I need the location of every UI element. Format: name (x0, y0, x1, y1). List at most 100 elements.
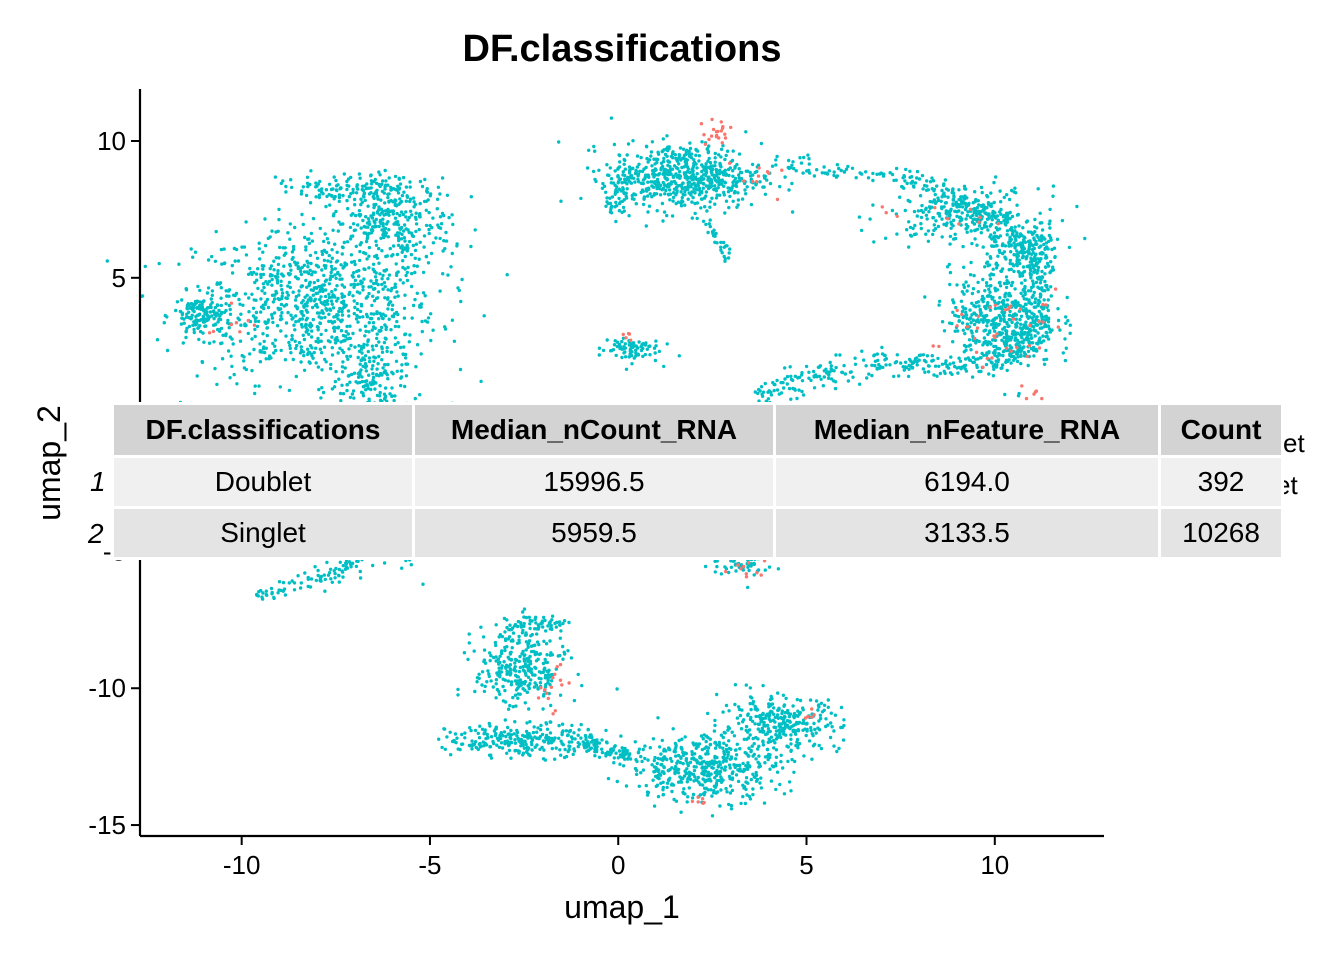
singlet-point (1056, 318, 1061, 323)
singlet-point (211, 309, 215, 314)
singlet-point (1018, 272, 1022, 276)
singlet-point (276, 271, 280, 276)
singlet-point (513, 738, 517, 742)
singlet-point (240, 353, 244, 358)
singlet-point (965, 226, 969, 230)
singlet-point (778, 184, 782, 189)
singlet-point (580, 683, 584, 688)
singlet-point (326, 259, 330, 263)
singlet-point (688, 155, 692, 159)
singlet-point (799, 161, 804, 165)
singlet-point (378, 384, 382, 388)
singlet-point (593, 177, 597, 182)
singlet-point (195, 374, 199, 378)
singlet-point (196, 326, 200, 330)
singlet-point (661, 186, 666, 190)
singlet-point (600, 738, 604, 742)
singlet-point (1036, 285, 1040, 289)
singlet-point (386, 220, 390, 224)
singlet-point (405, 270, 409, 275)
singlet-point (949, 226, 953, 230)
singlet-point (302, 270, 307, 274)
singlet-point (524, 673, 528, 677)
singlet-point (654, 192, 659, 196)
singlet-point (576, 733, 580, 737)
singlet-point (1040, 228, 1045, 232)
singlet-point (652, 758, 656, 763)
singlet-point (300, 212, 304, 217)
singlet-point (669, 154, 674, 159)
singlet-point (800, 373, 804, 377)
singlet-point (415, 264, 419, 268)
singlet-point (295, 343, 299, 348)
singlet-point (972, 322, 977, 327)
singlet-point (1043, 272, 1047, 276)
singlet-point (686, 795, 690, 799)
singlet-point (271, 341, 275, 346)
singlet-point (981, 277, 985, 282)
singlet-point (919, 226, 923, 231)
singlet-point (1025, 219, 1030, 223)
singlet-point (548, 653, 553, 657)
singlet-point (713, 160, 717, 164)
singlet-point (396, 341, 400, 345)
singlet-point (727, 205, 731, 210)
singlet-point (195, 319, 199, 323)
singlet-point (687, 774, 692, 778)
singlet-point (241, 303, 245, 307)
singlet-point (830, 725, 834, 729)
singlet-point (541, 757, 546, 761)
singlet-point (652, 804, 657, 808)
singlet-point (738, 713, 743, 718)
singlet-point (272, 268, 276, 272)
singlet-point (480, 683, 484, 687)
singlet-point (332, 329, 337, 333)
singlet-point (692, 757, 697, 762)
singlet-point (237, 297, 241, 302)
singlet-point (1029, 276, 1033, 280)
singlet-point (266, 236, 270, 241)
singlet-point (998, 210, 1002, 214)
singlet-point (420, 319, 424, 324)
singlet-point (1000, 338, 1004, 342)
singlet-point (727, 570, 731, 575)
singlet-point (418, 201, 422, 206)
singlet-point (805, 727, 809, 732)
singlet-point (686, 167, 691, 171)
singlet-point (892, 374, 896, 379)
singlet-point (769, 709, 773, 713)
singlet-point (934, 219, 938, 223)
singlet-point (1050, 247, 1054, 252)
singlet-point (348, 237, 353, 241)
singlet-point (951, 191, 956, 195)
singlet-point (756, 722, 760, 726)
singlet-point (650, 184, 654, 188)
singlet-point (410, 213, 414, 217)
singlet-point (334, 336, 338, 341)
singlet-point (284, 296, 288, 300)
singlet-point (473, 728, 478, 733)
singlet-point (527, 639, 532, 643)
singlet-point (1029, 230, 1033, 234)
singlet-point (719, 733, 724, 737)
singlet-point (306, 347, 310, 351)
singlet-point (494, 643, 498, 648)
singlet-point (1042, 298, 1046, 302)
singlet-point (838, 353, 842, 357)
singlet-point (380, 249, 384, 253)
singlet-point (943, 178, 948, 182)
singlet-point (305, 293, 309, 297)
singlet-point (807, 162, 811, 166)
singlet-point (367, 245, 372, 250)
singlet-point (693, 211, 697, 216)
singlet-point (270, 229, 274, 233)
singlet-point (513, 661, 517, 665)
singlet-point (327, 292, 331, 296)
singlet-point (181, 341, 185, 345)
singlet-point (637, 784, 641, 788)
singlet-point (351, 389, 356, 393)
singlet-point (1021, 265, 1026, 269)
singlet-point (1005, 233, 1009, 237)
singlet-point (331, 228, 335, 232)
singlet-point (194, 314, 198, 319)
